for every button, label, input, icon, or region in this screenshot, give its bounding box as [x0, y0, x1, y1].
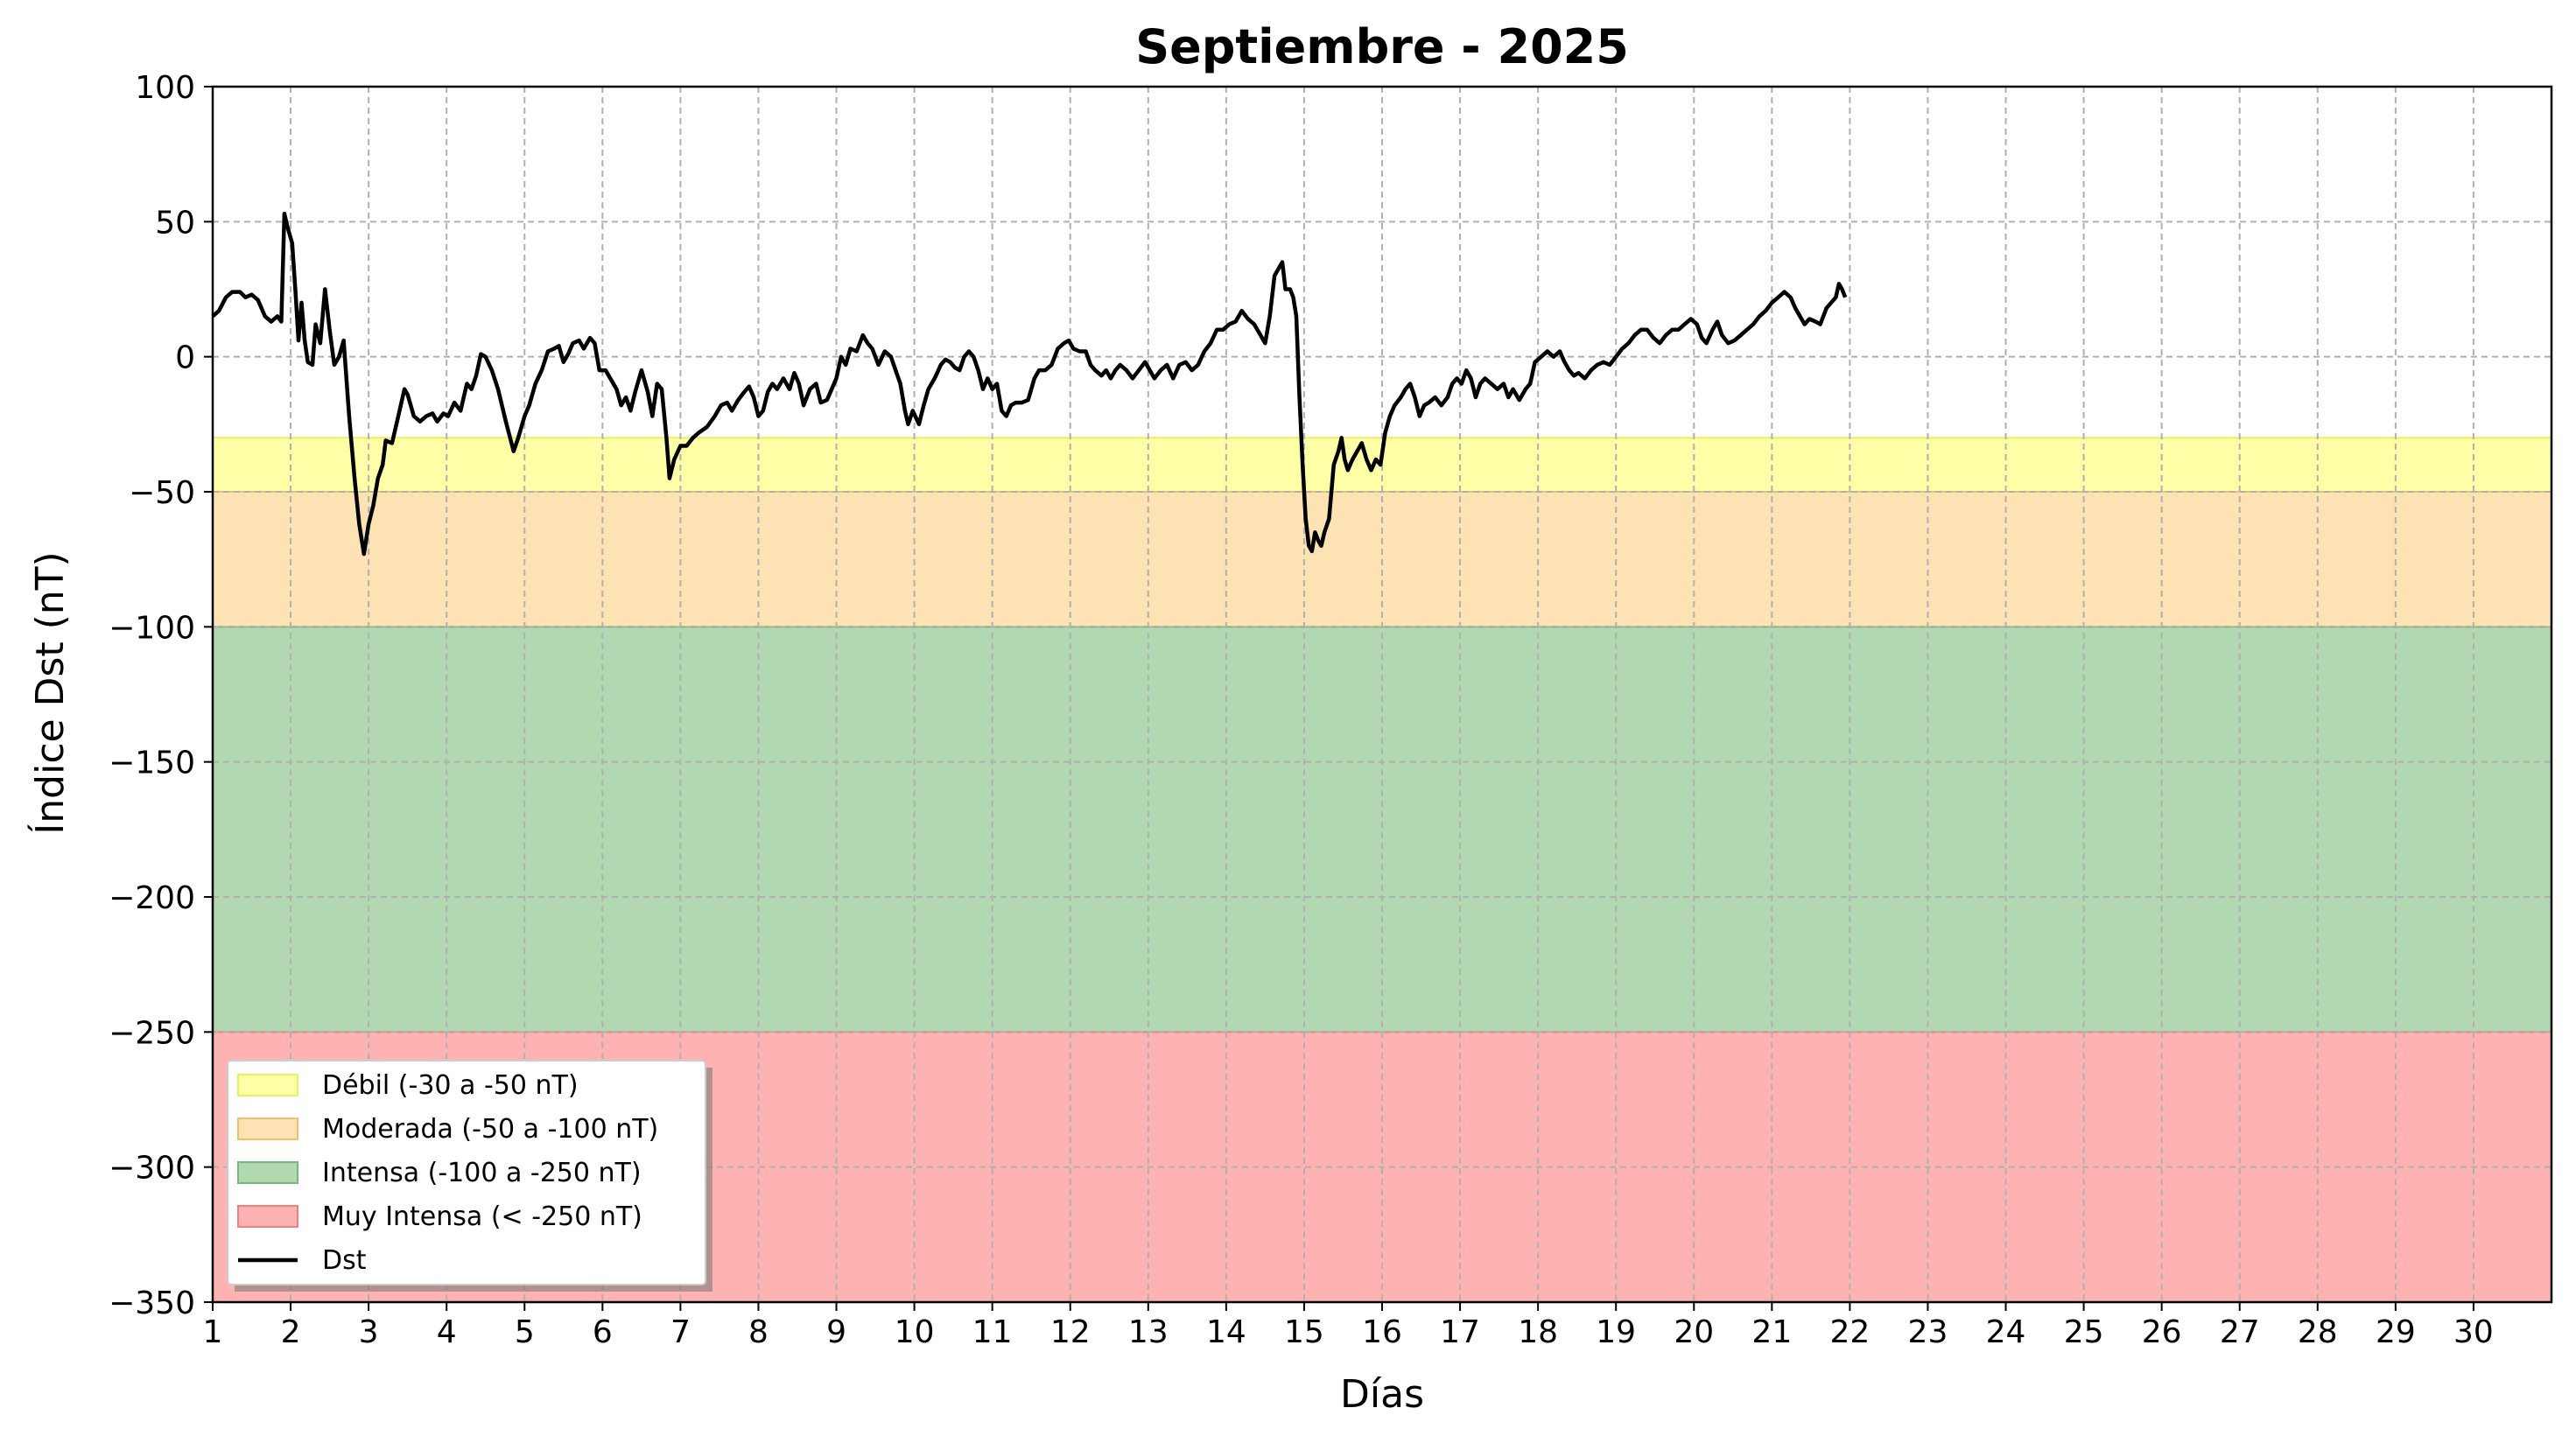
x-tick-label-25: 25	[2064, 1314, 2104, 1350]
x-tick-label-23: 23	[1908, 1314, 1948, 1350]
x-tick-label-20: 20	[1674, 1314, 1714, 1350]
x-tick-label-1: 1	[203, 1314, 223, 1350]
y-axis-label: Índice Dst (nT)	[26, 551, 73, 834]
y-tick-label-2: 0	[175, 340, 195, 376]
x-tick-label-13: 13	[1128, 1314, 1169, 1350]
x-tick-label-7: 7	[670, 1314, 691, 1350]
x-tick-label-9: 9	[826, 1314, 846, 1350]
series-line-dst	[211, 211, 1848, 557]
x-tick-label-19: 19	[1596, 1314, 1636, 1350]
x-tick-label-16: 16	[1362, 1314, 1402, 1350]
legend-label-2: Moderada (-50 a -100 nT)	[322, 1114, 658, 1145]
x-tick-label-27: 27	[2220, 1314, 2260, 1350]
series-layer	[211, 211, 1848, 557]
chart-title: Septiembre - 2025	[1135, 19, 1629, 74]
x-axis-label: Días	[1340, 1372, 1424, 1417]
x-tick-label-28: 28	[2298, 1314, 2338, 1350]
legend-swatch-1	[237, 1074, 298, 1096]
legend-label-4: Muy Intensa (< -250 nT)	[322, 1201, 642, 1232]
x-tick-label-21: 21	[1751, 1314, 1792, 1350]
y-tick-label-9: −350	[109, 1285, 195, 1321]
x-tick-label-3: 3	[359, 1314, 379, 1350]
x-tick-label-30: 30	[2453, 1314, 2494, 1350]
x-tick-label-26: 26	[2142, 1314, 2182, 1350]
legend-label-1: Débil (-30 a -50 nT)	[322, 1070, 579, 1101]
legend-swatch-4	[237, 1205, 298, 1228]
legend-label-3: Intensa (-100 a -250 nT)	[322, 1158, 642, 1188]
x-tick-label-17: 17	[1440, 1314, 1480, 1350]
legend: Débil (-30 a -50 nT) Moderada (-50 a -100…	[227, 1060, 712, 1292]
y-tick-label-8: −300	[109, 1151, 195, 1187]
x-tick-label-2: 2	[281, 1314, 301, 1350]
y-axis-ticks: 100 50 0 −50 −100 −150 −200 −250 −300 −350	[109, 70, 213, 1321]
y-tick-label-0: 100	[135, 70, 195, 106]
x-tick-label-15: 15	[1284, 1314, 1324, 1350]
y-tick-label-1: 50	[155, 205, 195, 241]
x-tick-label-4: 4	[437, 1314, 457, 1350]
x-tick-label-14: 14	[1206, 1314, 1246, 1350]
band-3	[213, 627, 2551, 1033]
y-tick-label-7: −250	[109, 1015, 195, 1051]
y-tick-label-5: −150	[109, 746, 195, 781]
x-tick-label-10: 10	[895, 1314, 935, 1350]
x-tick-label-11: 11	[972, 1314, 1013, 1350]
legend-swatch-3	[237, 1161, 298, 1184]
legend-items: Débil (-30 a -50 nT) Moderada (-50 a -100…	[237, 1070, 658, 1276]
y-tick-label-3: −50	[129, 475, 195, 511]
x-tick-label-8: 8	[748, 1314, 769, 1350]
x-tick-label-18: 18	[1518, 1314, 1558, 1350]
x-tick-label-24: 24	[1986, 1314, 2026, 1350]
legend-label-5: Dst	[322, 1245, 367, 1276]
y-tick-label-4: −100	[109, 610, 195, 646]
y-tick-label-6: −200	[109, 880, 195, 916]
x-tick-label-6: 6	[593, 1314, 613, 1350]
x-tick-label-5: 5	[515, 1314, 535, 1350]
legend-box	[227, 1060, 706, 1285]
x-tick-label-29: 29	[2376, 1314, 2416, 1350]
x-tick-label-22: 22	[1829, 1314, 1870, 1350]
x-tick-label-12: 12	[1050, 1314, 1091, 1350]
x-axis-ticks: 1 2 3 4 5 6 7 8 9 10 11 12 13 14 15 16 17 18 19 20 21 22 23 24 2…	[203, 1302, 2494, 1350]
legend-swatch-2	[237, 1117, 298, 1140]
